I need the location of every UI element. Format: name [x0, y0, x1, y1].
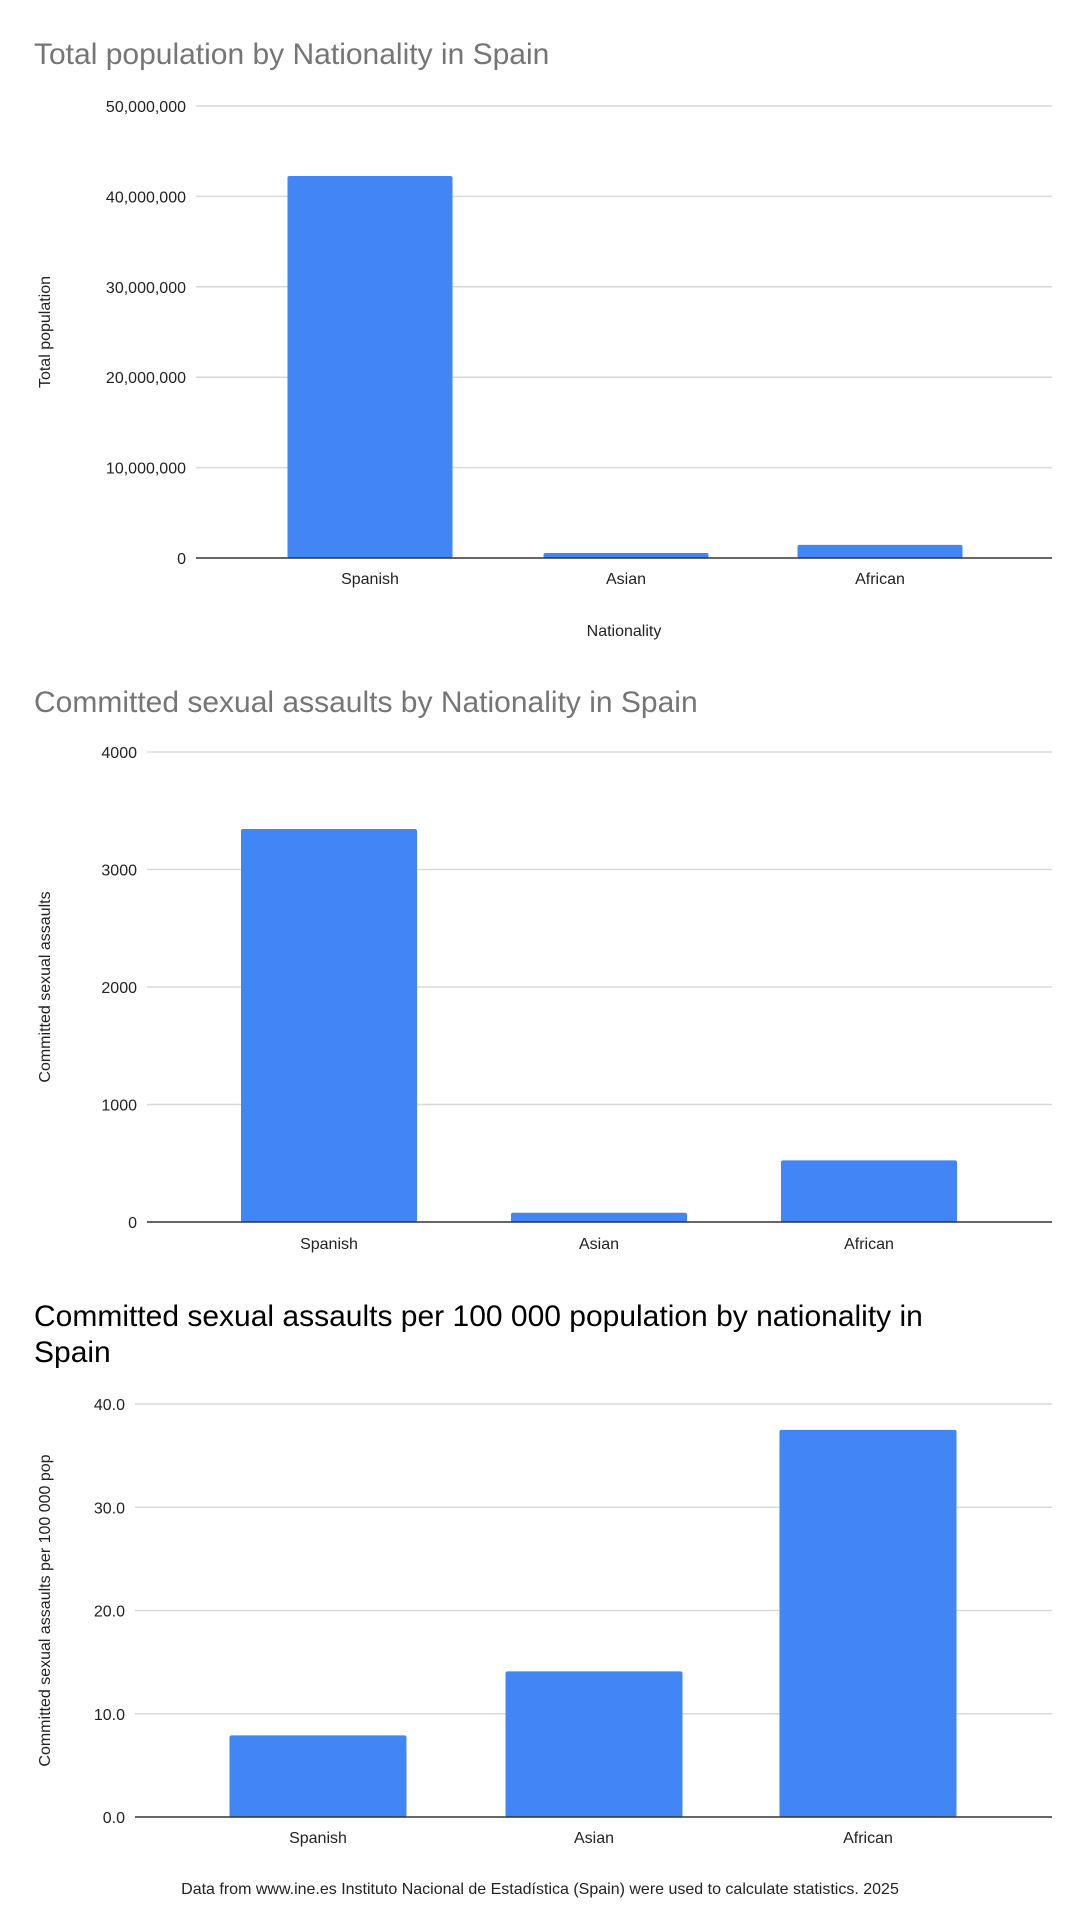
bar-african — [797, 544, 963, 558]
y-tick-label: 2000 — [101, 980, 137, 997]
y-tick-label: 1000 — [101, 1098, 137, 1115]
bar-african — [779, 1429, 957, 1817]
y-tick-label: 0.0 — [103, 1810, 125, 1827]
y-tick-label: 20,000,000 — [106, 370, 186, 387]
chart-title: Committed sexual assaults per 100 000 po… — [34, 1300, 923, 1333]
bar-spanish — [229, 1735, 407, 1817]
chart-title: Committed sexual assaults by Nationality… — [34, 686, 698, 719]
bar-african — [781, 1160, 957, 1222]
x-tick-label: African — [855, 571, 905, 588]
y-tick-label: 40,000,000 — [106, 189, 186, 206]
y-tick-label: 3000 — [101, 863, 137, 880]
y-axis-title: Committed sexual assaults — [37, 891, 54, 1082]
y-tick-label: 0 — [128, 1215, 137, 1232]
x-tick-label: Asian — [574, 1830, 614, 1847]
x-tick-label: African — [843, 1830, 893, 1847]
y-tick-label: 30,000,000 — [106, 280, 186, 297]
x-tick-label: African — [844, 1236, 894, 1253]
y-tick-label: 50,000,000 — [106, 99, 186, 116]
chart-title: Total population by Nationality in Spain — [34, 38, 549, 71]
x-tick-label: Spanish — [300, 1236, 358, 1253]
y-tick-label: 40.0 — [94, 1397, 125, 1414]
bar-asian — [505, 1671, 683, 1817]
y-tick-label: 30.0 — [94, 1500, 125, 1517]
x-tick-label: Asian — [606, 571, 646, 588]
x-tick-label: Spanish — [289, 1830, 347, 1847]
chart-title: Spain — [34, 1336, 111, 1369]
y-tick-label: 0 — [177, 551, 186, 568]
x-tick-label: Asian — [579, 1236, 619, 1253]
y-tick-label: 10,000,000 — [106, 461, 186, 478]
x-tick-label: Spanish — [341, 571, 399, 588]
y-tick-label: 20.0 — [94, 1604, 125, 1621]
footer-source-note: Data from www.ine.es Instituto Nacional … — [181, 1881, 899, 1898]
y-tick-label: 10.0 — [94, 1707, 125, 1724]
bar-asian — [543, 552, 709, 558]
y-tick-label: 4000 — [101, 745, 137, 762]
bar-spanish — [241, 828, 417, 1222]
y-axis-title: Total population — [37, 276, 54, 388]
bar-asian — [511, 1212, 687, 1222]
x-axis-title: Nationality — [587, 623, 662, 640]
y-axis-title: Committed sexual assaults per 100 000 po… — [37, 1454, 54, 1766]
bar-spanish — [287, 176, 453, 558]
